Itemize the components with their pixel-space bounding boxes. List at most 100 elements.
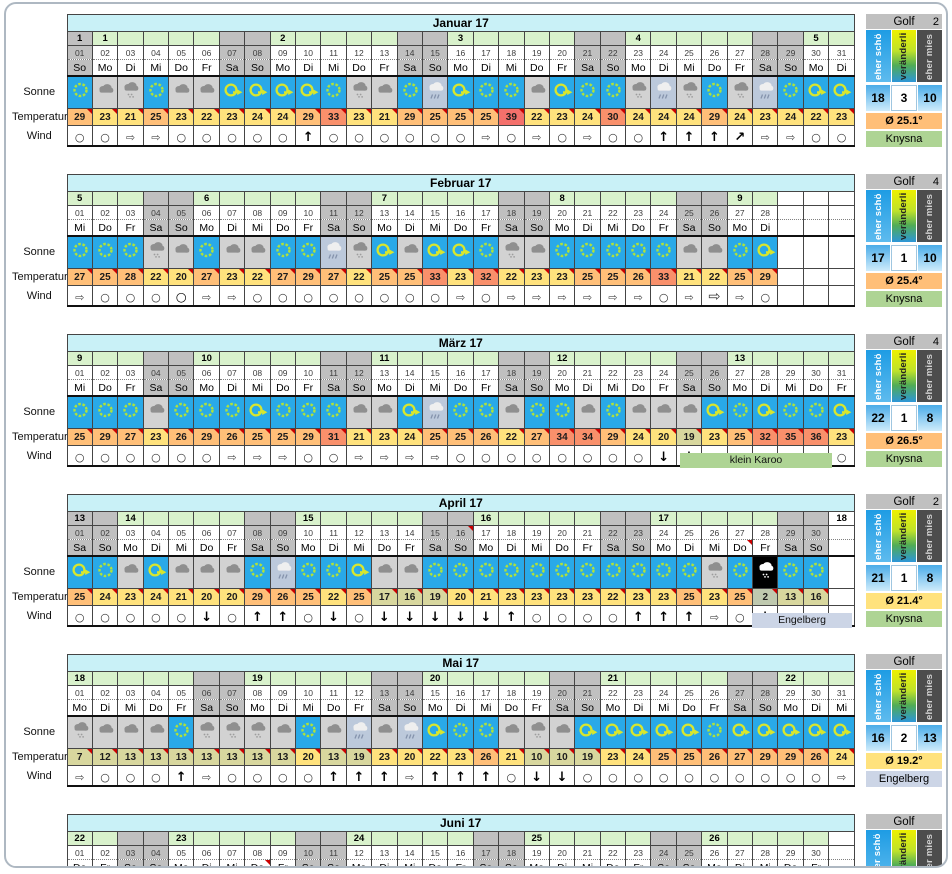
day-number-cell[interactable]: 24 — [650, 205, 677, 220]
temperature-cell[interactable]: 29 — [66, 108, 93, 126]
temperature-cell[interactable]: 23 — [371, 748, 398, 766]
day-number-cell[interactable]: 31 — [828, 365, 856, 380]
temperature-cell[interactable]: 23 — [218, 268, 246, 286]
temperature-cell[interactable]: 23 — [218, 108, 246, 126]
wind-cell[interactable]: ○ — [675, 765, 703, 787]
weather-cell[interactable] — [548, 555, 576, 589]
wind-cell[interactable]: ↗ — [726, 125, 754, 147]
week-number-cell[interactable] — [548, 831, 576, 846]
weather-cell[interactable] — [371, 75, 398, 109]
weather-cell[interactable] — [599, 395, 627, 429]
average-temperature[interactable]: Ø 19.2° — [866, 753, 942, 769]
temperature-cell[interactable]: 25 — [447, 108, 474, 126]
temperature-cell[interactable]: 24 — [675, 108, 703, 126]
day-number-cell[interactable]: 28 — [752, 45, 779, 60]
day-number-cell[interactable]: 21 — [574, 845, 601, 860]
day-name-cell[interactable]: So — [523, 219, 550, 237]
week-number-cell[interactable] — [218, 351, 246, 366]
day-name-cell[interactable]: Mo — [371, 379, 398, 397]
day-name-cell[interactable]: So — [244, 59, 271, 77]
golf-header[interactable]: Golf 4 — [866, 334, 942, 349]
weather-cell[interactable] — [752, 555, 779, 589]
weather-cell[interactable] — [91, 555, 119, 589]
day-number-cell[interactable]: 29 — [777, 45, 804, 60]
day-name-cell[interactable]: Fr — [371, 59, 398, 77]
temperature-cell[interactable]: 13 — [320, 748, 347, 766]
day-number-cell[interactable]: 03 — [117, 525, 144, 540]
wind-cell[interactable]: ○ — [421, 285, 449, 307]
week-number-cell[interactable] — [752, 351, 779, 366]
week-number-cell[interactable] — [523, 31, 550, 46]
week-number-cell[interactable] — [91, 831, 119, 846]
day-number-cell[interactable]: 02 — [91, 45, 119, 60]
temperature-cell[interactable]: 27 — [117, 428, 144, 446]
day-number-cell[interactable]: 03 — [117, 205, 144, 220]
day-name-cell[interactable]: Sa — [650, 859, 677, 866]
temperature-cell[interactable]: 26 — [269, 588, 297, 606]
temperature-cell[interactable]: 25 — [66, 428, 93, 446]
temperature-cell[interactable]: 13 — [168, 748, 195, 766]
day-number-cell[interactable]: 13 — [371, 45, 398, 60]
weather-cell[interactable] — [193, 75, 220, 109]
week-number-cell[interactable] — [498, 31, 525, 46]
temperature-cell[interactable]: 27 — [193, 268, 220, 286]
temperature-cell[interactable]: 21 — [117, 108, 144, 126]
weather-cell[interactable] — [168, 235, 195, 269]
day-number-cell[interactable]: 25 — [675, 365, 703, 380]
weather-cell[interactable] — [91, 235, 119, 269]
temperature-cell[interactable]: 25 — [295, 588, 322, 606]
day-number-cell[interactable]: 15 — [421, 685, 449, 700]
day-name-cell[interactable]: Mi — [345, 539, 373, 557]
temperature-cell[interactable]: 25 — [269, 428, 297, 446]
day-name-cell[interactable]: Do — [91, 219, 119, 237]
wind-cell[interactable]: ○ — [548, 605, 576, 627]
temperature-cell[interactable]: 22 — [498, 428, 525, 446]
week-number-cell[interactable] — [447, 511, 474, 526]
weather-cell[interactable] — [66, 235, 93, 269]
day-name-cell[interactable]: Do — [345, 59, 373, 77]
weather-cell[interactable] — [625, 235, 652, 269]
weather-cell[interactable] — [523, 715, 550, 749]
day-name-cell[interactable]: Mi — [650, 699, 677, 717]
day-number-cell[interactable]: 28 — [752, 845, 779, 860]
week-number-cell[interactable] — [574, 31, 601, 46]
temperature-cell[interactable]: 26 — [472, 428, 500, 446]
temperature-cell[interactable]: 22 — [345, 268, 373, 286]
average-temperature[interactable]: Ø 21.4° — [866, 593, 942, 609]
week-number-cell[interactable] — [168, 31, 195, 46]
temperature-cell[interactable]: 22 — [142, 268, 170, 286]
temperature-cell[interactable]: 13 — [244, 748, 271, 766]
day-name-cell[interactable]: Mi — [599, 219, 627, 237]
week-number-cell[interactable] — [548, 511, 576, 526]
day-number-cell[interactable]: 06 — [193, 205, 220, 220]
weather-cell[interactable] — [193, 555, 220, 589]
day-name-cell[interactable]: So — [142, 859, 170, 866]
weather-cell[interactable] — [548, 235, 576, 269]
day-name-cell[interactable]: Sa — [371, 699, 398, 717]
week-number-cell[interactable]: 17 — [650, 511, 677, 526]
wind-cell[interactable]: ↓ — [447, 605, 474, 627]
weather-cell[interactable] — [295, 395, 322, 429]
week-number-cell[interactable] — [320, 511, 347, 526]
day-name-cell[interactable]: Di — [218, 379, 246, 397]
day-number-cell[interactable]: 13 — [371, 205, 398, 220]
week-number-cell[interactable] — [396, 31, 423, 46]
temperature-cell[interactable]: 39 — [498, 108, 525, 126]
temperature-cell[interactable]: 23 — [523, 588, 550, 606]
weather-cell[interactable] — [218, 395, 246, 429]
weather-cell[interactable] — [447, 75, 474, 109]
average-temperature[interactable]: Ø 25.1° — [865, 113, 942, 129]
week-number-cell[interactable] — [117, 351, 144, 366]
temperature-cell[interactable]: 21 — [675, 268, 703, 286]
temperature-cell[interactable]: 23 — [701, 588, 728, 606]
day-number-cell[interactable]: 26 — [701, 525, 728, 540]
temperature-cell[interactable]: 33 — [320, 108, 347, 126]
day-name-cell[interactable]: Mo — [548, 219, 576, 237]
week-number-cell[interactable] — [269, 831, 297, 846]
wind-cell[interactable]: ○ — [523, 605, 550, 627]
day-name-cell[interactable]: Mo — [523, 859, 550, 866]
week-number-cell[interactable] — [142, 191, 170, 206]
wind-cell[interactable]: ○ — [218, 765, 246, 787]
day-name-cell[interactable]: Di — [117, 59, 144, 77]
temperature-cell[interactable]: 25 — [675, 748, 703, 766]
